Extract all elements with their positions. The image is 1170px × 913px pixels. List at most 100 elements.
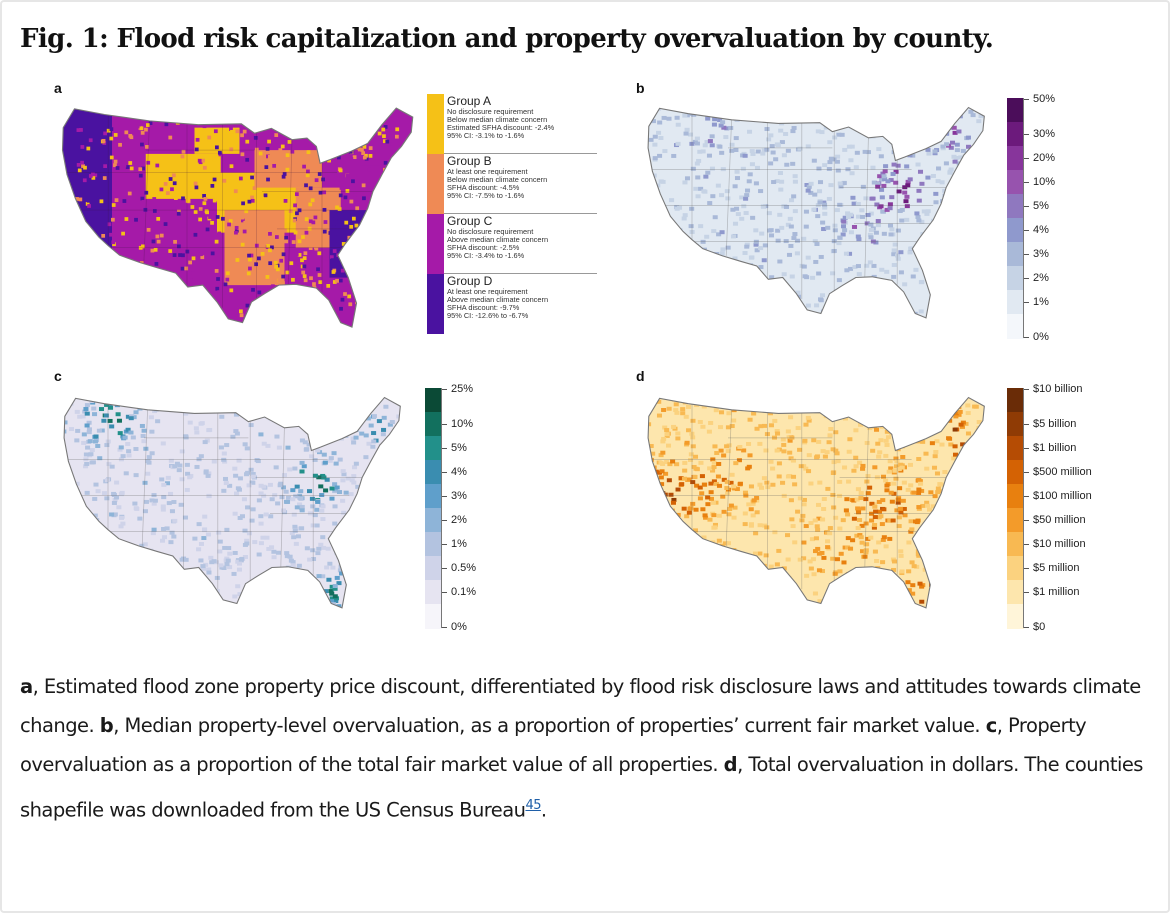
county-cell <box>339 306 343 311</box>
county-cell <box>704 234 710 239</box>
county-cell <box>266 177 270 182</box>
county-cell <box>716 461 722 466</box>
county-cell <box>385 139 390 144</box>
county-cell <box>981 429 985 434</box>
county-cell <box>295 534 301 539</box>
county-cell <box>86 146 91 151</box>
county-cell <box>363 512 369 517</box>
county-cell <box>978 282 984 287</box>
county-cell <box>187 420 193 425</box>
colorbar-label: 5% <box>1033 200 1049 212</box>
county-cell <box>241 592 247 597</box>
county-cell <box>698 186 704 191</box>
county-cell <box>693 262 699 267</box>
county-cell <box>83 407 89 411</box>
county-cell <box>652 156 658 161</box>
county-cell <box>361 151 366 155</box>
county-cell <box>359 288 364 292</box>
county-cell <box>317 251 322 256</box>
county-cell <box>141 235 146 240</box>
county-cell <box>749 397 755 401</box>
county-cell <box>348 127 353 132</box>
caption-label-b: b <box>99 714 114 737</box>
county-cell <box>233 189 238 194</box>
county-cell <box>806 469 812 474</box>
reference-link[interactable]: 45 <box>525 798 541 813</box>
county-cell <box>690 166 696 171</box>
county-cell <box>112 185 117 189</box>
county-cell <box>876 499 882 504</box>
county-cell <box>76 128 81 132</box>
county-cell <box>329 599 335 604</box>
county-cell <box>906 588 912 593</box>
county-cell <box>142 480 148 485</box>
county-cell <box>790 129 796 134</box>
county-cell <box>283 489 289 494</box>
county-cell <box>956 477 962 482</box>
colorbar-tick <box>1024 182 1029 183</box>
county-cell <box>864 440 870 445</box>
county-cell <box>857 422 864 427</box>
colorbar-segment <box>425 604 442 629</box>
county-cell <box>113 133 118 137</box>
county-cell <box>845 578 851 583</box>
county-cell <box>978 453 984 458</box>
county-cell <box>382 226 387 231</box>
county-cell <box>785 113 791 118</box>
county-cell <box>379 575 386 580</box>
county-cell <box>71 500 77 505</box>
county-cell <box>660 306 666 311</box>
county-cell <box>356 245 361 250</box>
county-cell <box>263 512 269 517</box>
county-cell <box>193 596 199 601</box>
county-cell <box>106 128 111 133</box>
county-cell <box>258 541 264 546</box>
county-cell <box>174 461 180 466</box>
colorbar-label: $0 <box>1033 620 1046 633</box>
county-cell <box>947 259 954 264</box>
county-cell <box>851 468 857 473</box>
county-cell <box>846 602 852 607</box>
county-cell <box>751 411 757 416</box>
county-cell <box>181 253 185 258</box>
county-cell <box>881 507 887 512</box>
state-borders <box>648 111 948 300</box>
county-cell <box>660 580 666 585</box>
county-cell <box>309 421 315 426</box>
county-cell <box>687 546 693 551</box>
county-cell <box>75 240 79 245</box>
county-cell <box>843 508 849 513</box>
county-cell <box>648 581 651 586</box>
county-cell <box>925 503 931 508</box>
county-cell <box>325 546 331 551</box>
legend-group-a: Group A No disclosure requirement Below … <box>427 94 607 154</box>
county-cell <box>837 235 843 240</box>
county-cell <box>792 540 798 545</box>
county-cell <box>651 313 657 318</box>
county-cell <box>338 145 343 150</box>
panel-letter-c: c <box>54 368 62 384</box>
county-cell <box>273 417 279 422</box>
county-cell <box>865 212 871 217</box>
map-panel-a <box>61 107 414 328</box>
county-cell <box>349 199 354 204</box>
county-cell <box>805 303 811 308</box>
county-cell <box>171 173 176 178</box>
county-cell <box>711 479 717 484</box>
colorbar-label: $500 million <box>1033 466 1092 478</box>
county-cell <box>972 191 978 196</box>
legend-group-c: Group C No disclosure requirement Above … <box>427 214 607 274</box>
county-cell <box>188 187 193 192</box>
county-cell <box>145 459 151 464</box>
county-cell <box>214 575 220 580</box>
county-cell <box>291 277 295 282</box>
colorbar-tick <box>442 626 447 628</box>
county-cell <box>398 501 401 506</box>
county-cell <box>958 155 964 160</box>
county-cell <box>699 255 705 260</box>
county-cell <box>661 520 667 525</box>
county-cell <box>87 280 92 284</box>
legend-line: No disclosure requirement <box>447 227 534 236</box>
county-cell <box>236 280 240 285</box>
county-cell <box>951 606 957 608</box>
